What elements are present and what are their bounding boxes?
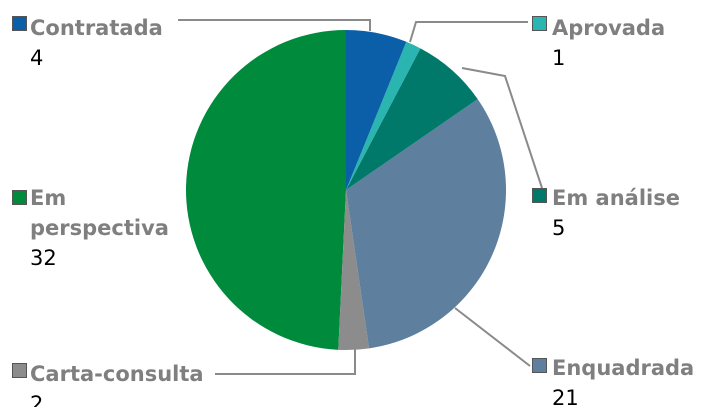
slice-label: Em perspectiva 32 — [30, 183, 190, 273]
pie-slice — [346, 99, 506, 349]
leader-lines — [178, 19, 543, 375]
value-label: 1 — [552, 46, 566, 70]
value-label: 4 — [30, 46, 44, 70]
leader-line — [461, 67, 543, 189]
leader-line — [454, 307, 531, 367]
pie-slice — [338, 190, 370, 350]
pie-slice — [346, 48, 478, 190]
legend-swatch — [12, 190, 27, 205]
leader-line — [409, 21, 528, 43]
category-name: Em perspectiva — [30, 186, 169, 240]
pie-slice — [346, 41, 421, 190]
slice-label: Em análise 5 — [552, 183, 703, 243]
legend-swatch — [12, 16, 27, 31]
legend-swatch — [12, 363, 27, 378]
leader-line — [215, 347, 356, 375]
legend-swatch — [532, 358, 547, 373]
slice-label: Enquadrada 21 — [552, 353, 703, 407]
category-name: Aprovada — [552, 16, 666, 40]
value-label: 5 — [552, 216, 566, 240]
pie-slice — [185, 30, 346, 350]
leader-line — [178, 19, 371, 31]
slice-label: Carta-consulta 2 — [30, 359, 230, 407]
legend-swatch — [532, 16, 547, 31]
category-name: Carta-consulta — [30, 362, 204, 386]
value-label: 2 — [30, 392, 44, 407]
category-name: Em análise — [552, 186, 680, 210]
pie-slice — [346, 30, 407, 190]
slice-label: Contratada 4 — [30, 13, 250, 73]
category-name: Contratada — [30, 16, 163, 40]
legend-swatch — [532, 188, 547, 203]
category-name: Enquadrada — [552, 356, 695, 380]
slice-label: Aprovada 1 — [552, 13, 703, 73]
value-label: 21 — [552, 386, 579, 407]
value-label: 32 — [30, 246, 57, 270]
